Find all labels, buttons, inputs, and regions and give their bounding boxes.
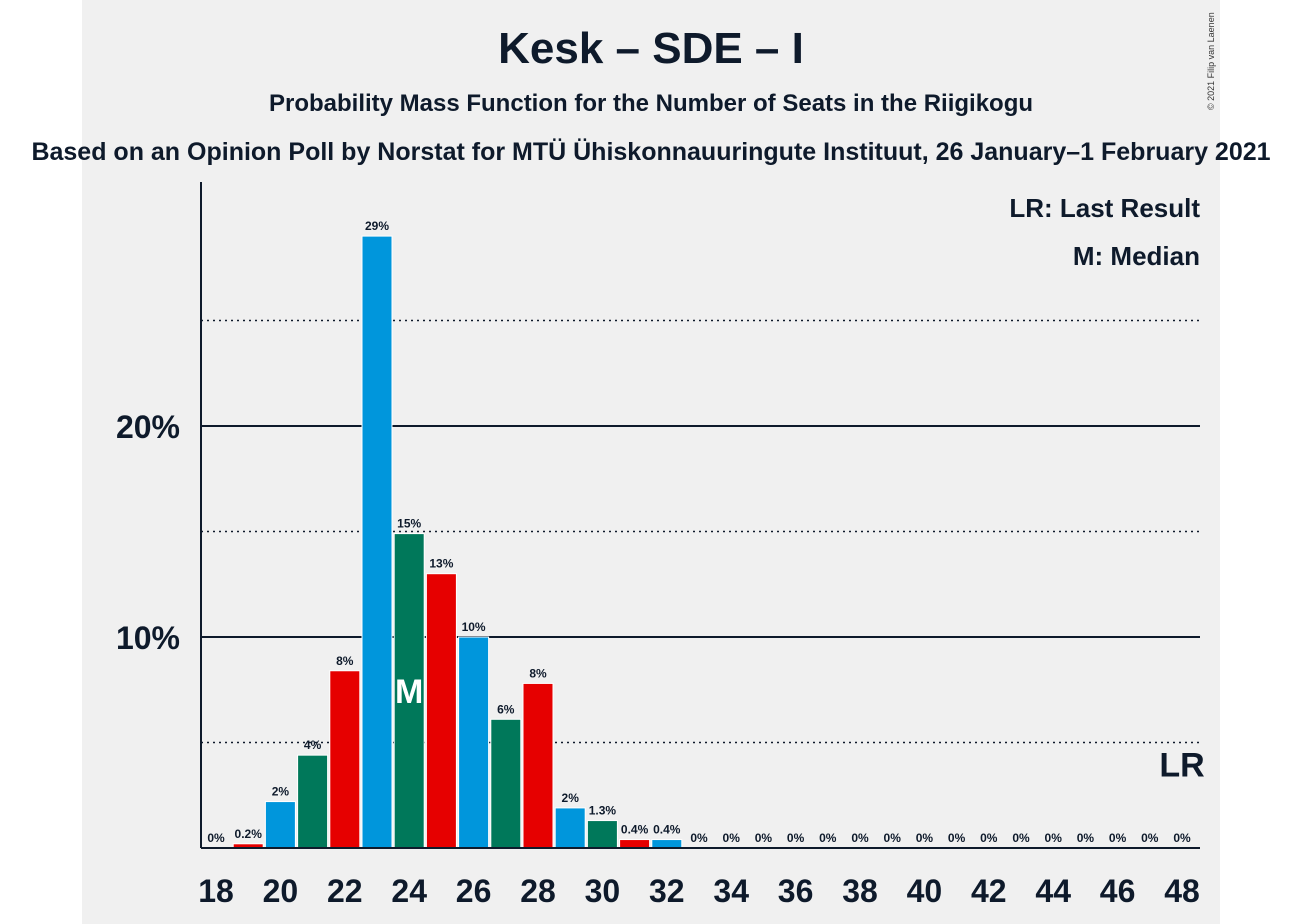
x-tick-label: 20 xyxy=(263,873,299,909)
x-tick-label: 44 xyxy=(1035,873,1071,909)
bar xyxy=(361,235,393,849)
x-tick-label: 26 xyxy=(456,873,492,909)
chart-panel xyxy=(82,0,1220,924)
data-label: 0% xyxy=(755,831,773,845)
data-label: 0% xyxy=(884,831,902,845)
bar xyxy=(425,573,457,849)
data-label: 4% xyxy=(304,738,322,752)
legend: LR: Last Result M: Median xyxy=(1009,184,1200,280)
x-tick-label: 40 xyxy=(907,873,943,909)
data-label: 0.4% xyxy=(653,823,681,837)
data-label: 0% xyxy=(980,831,998,845)
bar xyxy=(586,820,618,849)
data-label: 1.3% xyxy=(589,804,617,818)
x-tick-label: 22 xyxy=(327,873,363,909)
data-label: 29% xyxy=(365,219,389,233)
data-label: 10% xyxy=(462,620,486,634)
data-label: 0% xyxy=(916,831,934,845)
data-label: 0.2% xyxy=(235,827,263,841)
data-label: 0% xyxy=(851,831,869,845)
data-label: 0% xyxy=(723,831,741,845)
x-tick-label: 32 xyxy=(649,873,685,909)
chart-subtitle: Probability Mass Function for the Number… xyxy=(268,90,1034,117)
bar xyxy=(651,839,683,849)
legend-median: M: Median xyxy=(1072,241,1200,271)
bar xyxy=(329,670,361,849)
data-label: 0% xyxy=(787,831,805,845)
bar xyxy=(522,682,554,849)
x-tick-label: 48 xyxy=(1164,873,1200,909)
legend-last-result: LR: Last Result xyxy=(1009,193,1200,223)
bar xyxy=(458,636,490,849)
data-label: 13% xyxy=(429,557,453,571)
y-tick-label: 20% xyxy=(116,409,180,445)
data-label: 0% xyxy=(1012,831,1030,845)
bar xyxy=(297,754,329,849)
bar xyxy=(554,807,586,849)
data-label: 0% xyxy=(690,831,708,845)
x-tick-label: 24 xyxy=(391,873,427,909)
bar xyxy=(264,801,296,849)
y-tick-label: 10% xyxy=(116,620,180,656)
bar xyxy=(619,839,651,849)
x-tick-label: 30 xyxy=(585,873,621,909)
x-tick-label: 34 xyxy=(713,873,749,909)
data-label: 15% xyxy=(397,517,421,531)
data-label: 0% xyxy=(1077,831,1095,845)
data-label: 8% xyxy=(336,654,354,668)
x-tick-label: 36 xyxy=(778,873,814,909)
data-label: 0% xyxy=(1141,831,1159,845)
x-tick-label: 42 xyxy=(971,873,1007,909)
x-tick-label: 46 xyxy=(1100,873,1136,909)
x-tick-label: 18 xyxy=(198,873,234,909)
median-marker: M xyxy=(395,673,423,711)
last-result-marker: LR xyxy=(1159,746,1204,784)
bar xyxy=(393,533,425,849)
data-label: 2% xyxy=(562,791,580,805)
data-label: 0% xyxy=(1045,831,1063,845)
data-label: 0% xyxy=(819,831,837,845)
data-label: 0% xyxy=(948,831,966,845)
data-label: 0.4% xyxy=(621,823,649,837)
data-label: 0% xyxy=(1109,831,1127,845)
data-label: 0% xyxy=(207,831,225,845)
x-tick-label: 28 xyxy=(520,873,556,909)
data-label: 8% xyxy=(529,666,547,680)
x-tick-label: 38 xyxy=(842,873,878,909)
data-label: 0% xyxy=(1173,831,1191,845)
data-label: 6% xyxy=(497,702,515,716)
data-label: 2% xyxy=(272,785,290,799)
chart-source: Based on an Opinion Poll by Norstat for … xyxy=(31,138,1271,166)
bar xyxy=(490,718,522,849)
chart-title: Kesk – SDE – I xyxy=(498,24,804,73)
